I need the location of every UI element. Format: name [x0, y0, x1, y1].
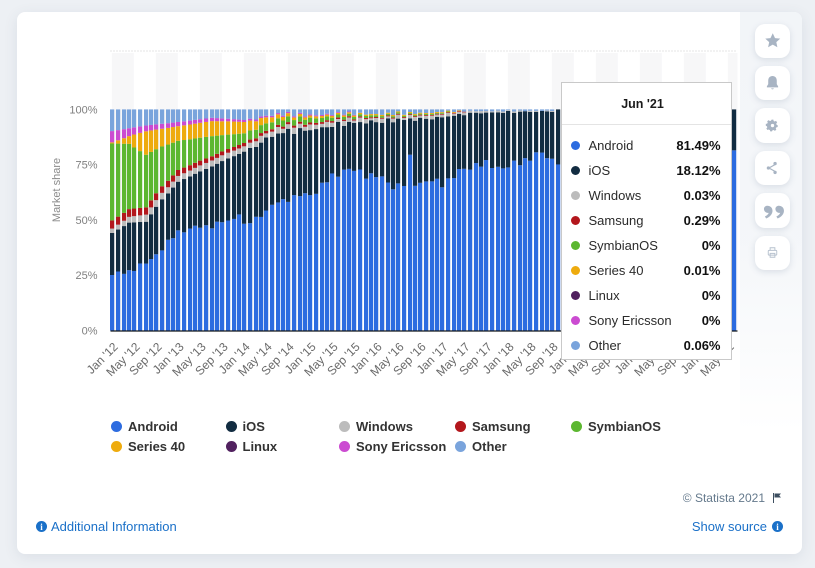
svg-text:25%: 25% [75, 270, 97, 282]
svg-text:Market share: Market share [51, 158, 63, 222]
svg-text:100%: 100% [69, 104, 97, 116]
svg-text:0%: 0% [82, 326, 98, 338]
svg-text:50%: 50% [75, 215, 97, 227]
svg-text:75%: 75% [75, 160, 97, 172]
